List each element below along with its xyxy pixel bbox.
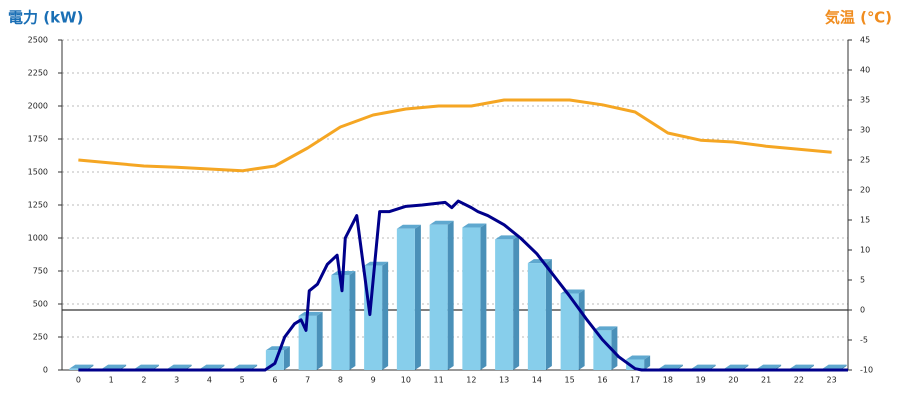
bar-top <box>265 346 290 351</box>
y-tick-label: 1000 <box>28 234 48 243</box>
y2-tick-label: -5 <box>860 336 868 345</box>
x-tick-label: 10 <box>401 376 411 385</box>
y-tick-label: 1500 <box>28 168 48 177</box>
bar-top <box>233 364 258 369</box>
x-tick-label: 12 <box>466 376 476 385</box>
bar-top <box>724 364 749 369</box>
bar <box>560 293 579 370</box>
bar-side <box>480 223 487 370</box>
x-tick-label: 23 <box>827 376 837 385</box>
y2-tick-label: 5 <box>860 276 865 285</box>
y2-tick-label: -10 <box>860 366 873 375</box>
x-tick-label: 5 <box>240 376 245 385</box>
y-tick-label: 2500 <box>28 36 48 45</box>
bar <box>626 359 645 370</box>
bar-top <box>167 364 192 369</box>
y-tick-label: 500 <box>33 300 48 309</box>
x-tick-label: 20 <box>728 376 738 385</box>
bar-side <box>644 355 651 370</box>
x-tick-label: 2 <box>141 376 146 385</box>
x-tick-label: 17 <box>630 376 640 385</box>
bar-side <box>382 261 389 370</box>
y-tick-label: 2000 <box>28 102 48 111</box>
bar-top <box>429 220 454 225</box>
bar-top <box>789 364 814 369</box>
bar <box>495 239 514 370</box>
bar-top <box>396 224 421 229</box>
bar-top <box>462 223 487 228</box>
y2-tick-label: 35 <box>860 96 870 105</box>
bar <box>527 263 546 370</box>
x-tick-label: 3 <box>174 376 179 385</box>
bar-top <box>527 259 552 264</box>
bar <box>364 265 383 370</box>
line <box>78 98 832 173</box>
x-tick-label: 19 <box>696 376 706 385</box>
y2-tick-label: 40 <box>860 66 870 75</box>
x-tick-label: 1 <box>109 376 114 385</box>
x-tick-label: 21 <box>761 376 771 385</box>
y-tick-label: 0 <box>43 366 48 375</box>
y2-tick-label: 20 <box>860 186 870 195</box>
bar <box>462 227 481 370</box>
bar-top <box>626 355 651 360</box>
bar <box>331 274 350 370</box>
x-tick-label: 0 <box>76 376 81 385</box>
bar-side <box>611 326 618 370</box>
x-tick-label: 13 <box>499 376 509 385</box>
bar-side <box>545 259 552 370</box>
x-tick-label: 22 <box>794 376 804 385</box>
bar-side <box>349 270 356 370</box>
bar-top <box>298 311 323 316</box>
bar <box>396 228 415 370</box>
y-tick-label: 250 <box>33 333 48 342</box>
bar-top <box>102 364 127 369</box>
bar-side <box>414 224 421 370</box>
bar-side <box>578 289 585 370</box>
y-tick-label: 1250 <box>28 201 48 210</box>
x-tick-label: 16 <box>597 376 607 385</box>
y2-axis-title: 気温 (℃) <box>825 9 892 27</box>
line <box>78 199 848 372</box>
y2-tick-label: 0 <box>860 306 865 315</box>
y-tick-label: 750 <box>33 267 48 276</box>
x-tick-label: 9 <box>371 376 376 385</box>
bar-side <box>283 346 290 370</box>
bar <box>298 315 317 370</box>
x-tick-label: 6 <box>272 376 277 385</box>
y2-tick-label: 15 <box>860 216 870 225</box>
bar-side <box>447 220 454 370</box>
bar-top <box>593 326 618 331</box>
y2-tick-label: 25 <box>860 156 870 165</box>
bar-top <box>757 364 782 369</box>
x-tick-label: 14 <box>532 376 542 385</box>
x-tick-label: 4 <box>207 376 212 385</box>
bar-top <box>691 364 716 369</box>
bar-top <box>134 364 159 369</box>
bar-side <box>513 235 520 370</box>
bar-top <box>69 364 94 369</box>
y2-tick-label: 30 <box>860 126 870 135</box>
bar-top <box>495 235 520 240</box>
x-tick-label: 15 <box>565 376 575 385</box>
x-tick-label: 7 <box>305 376 310 385</box>
bar <box>429 224 448 370</box>
y-tick-label: 2250 <box>28 69 48 78</box>
y-axis-title: 電力 (kW) <box>8 9 83 27</box>
bar-top <box>200 364 225 369</box>
bar <box>593 330 612 370</box>
x-tick-label: 18 <box>663 376 673 385</box>
y2-tick-label: 10 <box>860 246 870 255</box>
y2-tick-label: 45 <box>860 36 870 45</box>
y-tick-label: 1750 <box>28 135 48 144</box>
bar-side <box>316 311 323 370</box>
x-tick-label: 11 <box>434 376 444 385</box>
bar-top <box>822 364 847 369</box>
bar-top <box>658 364 683 369</box>
x-tick-label: 8 <box>338 376 343 385</box>
